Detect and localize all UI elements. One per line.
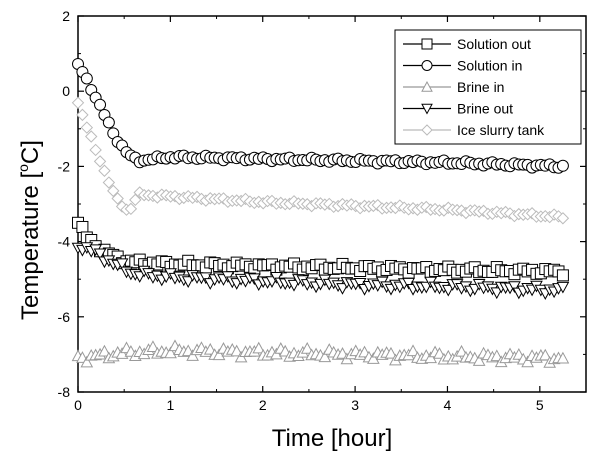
data-point xyxy=(490,287,504,300)
y-axis-label: Temperature [oC] xyxy=(15,140,44,320)
legend-marker xyxy=(421,103,433,115)
data-point xyxy=(80,72,93,85)
data-point xyxy=(115,258,129,271)
data-point xyxy=(146,340,160,352)
legend-label: Solution in xyxy=(457,58,522,74)
data-point xyxy=(76,220,89,233)
data-point xyxy=(164,346,177,359)
data-point xyxy=(71,96,85,110)
x-tick-label: 4 xyxy=(444,397,452,413)
y-tick-label: -2 xyxy=(58,158,71,174)
data-point xyxy=(93,155,107,168)
data-point xyxy=(89,143,102,157)
data-point xyxy=(94,98,107,111)
data-marks xyxy=(71,57,570,368)
data-point xyxy=(455,344,468,357)
legend-item: Solution in xyxy=(403,58,522,74)
data-point xyxy=(556,159,569,172)
series-solution-out xyxy=(72,216,569,282)
data-point xyxy=(270,272,283,284)
data-point xyxy=(508,281,521,293)
y-tick-label: -6 xyxy=(58,309,71,325)
legend-label: Brine out xyxy=(457,101,513,117)
x-tick-label: 1 xyxy=(166,397,174,413)
y-axis-label-unit: C] xyxy=(17,140,44,164)
data-point xyxy=(107,184,120,198)
legend: Solution out Solution in Brine in Brine out… xyxy=(394,29,582,145)
y-tick-label: 2 xyxy=(62,8,70,24)
data-point xyxy=(230,344,244,357)
legend-label: Brine in xyxy=(457,79,504,95)
legend-marker xyxy=(421,80,433,92)
legend-item: Solution out xyxy=(403,36,531,52)
data-point xyxy=(212,348,226,361)
legend-label: Ice slurry tank xyxy=(457,122,545,138)
data-point xyxy=(93,248,107,261)
data-point xyxy=(98,164,111,177)
legend-item: Brine out xyxy=(403,101,513,117)
data-point xyxy=(76,108,89,122)
x-tick-label: 5 xyxy=(536,397,544,413)
y-axis-label-main: Temperature [ xyxy=(17,172,44,320)
data-point xyxy=(538,348,552,361)
data-point xyxy=(318,350,332,363)
data-point xyxy=(402,277,415,290)
data-point xyxy=(199,272,213,285)
data-point xyxy=(406,344,420,357)
data-point xyxy=(336,283,349,295)
data-point xyxy=(521,355,534,368)
data-point xyxy=(556,269,569,282)
data-point xyxy=(129,193,142,207)
data-point xyxy=(441,284,455,297)
data-point xyxy=(433,347,446,359)
data-point xyxy=(287,279,301,292)
x-axis-label: Time [hour] xyxy=(272,425,392,452)
data-point xyxy=(111,192,124,205)
data-point xyxy=(186,349,199,361)
data-point xyxy=(98,344,111,357)
data-point xyxy=(556,351,570,364)
x-tick-label: 2 xyxy=(259,397,267,413)
data-point xyxy=(556,212,570,225)
data-point xyxy=(384,346,398,359)
x-tick-label: 0 xyxy=(74,397,82,413)
y-tick-label: 0 xyxy=(62,83,70,99)
y-tick-label: -4 xyxy=(58,234,71,250)
data-point xyxy=(424,351,437,364)
series-brine-out xyxy=(71,242,570,300)
axes: 0 1 2 3 4 5 -8 -6 -4 -2 0 2 xyxy=(58,8,587,413)
x-tick-label: 3 xyxy=(351,397,359,413)
data-point xyxy=(490,349,504,362)
legend-marker xyxy=(421,38,433,50)
legend-item: Ice slurry tank xyxy=(403,122,545,138)
data-point xyxy=(124,202,138,216)
series-solution-in xyxy=(72,57,569,174)
data-point xyxy=(367,352,380,364)
series-ice-slurry-tank xyxy=(71,96,570,225)
legend-marker xyxy=(421,60,433,71)
data-point xyxy=(300,341,314,354)
data-point xyxy=(102,176,116,189)
data-point xyxy=(556,281,570,294)
y-tick-label: -8 xyxy=(58,384,71,400)
data-point xyxy=(252,341,266,354)
legend-label: Solution out xyxy=(457,36,531,52)
data-point xyxy=(102,116,115,129)
data-point xyxy=(80,355,94,368)
data-point xyxy=(181,276,195,289)
data-point xyxy=(85,130,98,143)
series-brine-in xyxy=(71,339,570,368)
legend-item: Brine in xyxy=(403,79,504,95)
data-point xyxy=(80,121,94,134)
legend-marker xyxy=(421,124,433,136)
data-point xyxy=(472,354,486,366)
y-axis-label-sup: o xyxy=(15,164,31,172)
data-point xyxy=(115,347,129,359)
